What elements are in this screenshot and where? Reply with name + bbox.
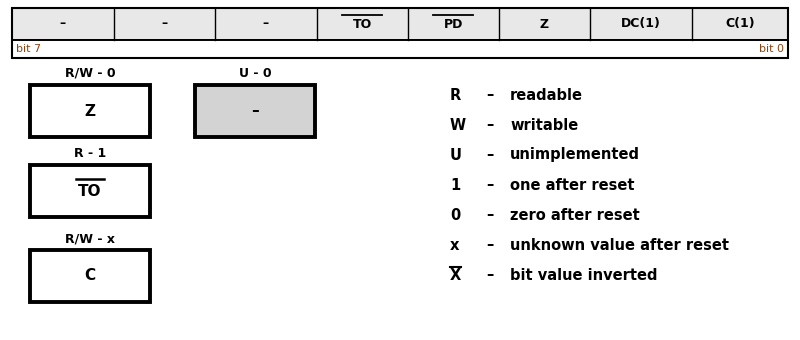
Text: –: – xyxy=(486,87,494,102)
Text: 0: 0 xyxy=(450,207,460,222)
Text: C(1): C(1) xyxy=(725,17,754,31)
Text: readable: readable xyxy=(510,87,583,102)
Text: R/W - 0: R/W - 0 xyxy=(65,67,115,80)
Bar xyxy=(30,85,150,137)
Text: –: – xyxy=(251,103,259,119)
Text: DC(1): DC(1) xyxy=(621,17,661,31)
Text: –: – xyxy=(262,17,269,31)
Text: bit value inverted: bit value inverted xyxy=(510,268,658,283)
Text: Z: Z xyxy=(540,17,549,31)
Text: TO: TO xyxy=(353,17,372,31)
Text: unimplemented: unimplemented xyxy=(510,148,640,163)
Text: U: U xyxy=(450,148,462,163)
Text: –: – xyxy=(486,207,494,222)
Text: one after reset: one after reset xyxy=(510,177,634,192)
Bar xyxy=(195,85,315,137)
Text: –: – xyxy=(162,17,167,31)
Text: W: W xyxy=(450,118,466,133)
Text: x: x xyxy=(450,238,459,253)
Text: writable: writable xyxy=(510,118,578,133)
Text: C: C xyxy=(85,269,95,284)
Text: TO: TO xyxy=(78,184,102,199)
Text: PD: PD xyxy=(444,17,463,31)
Text: U - 0: U - 0 xyxy=(238,67,271,80)
Text: zero after reset: zero after reset xyxy=(510,207,640,222)
Text: bit 0: bit 0 xyxy=(759,44,784,54)
Text: R: R xyxy=(450,87,462,102)
Bar xyxy=(12,8,788,40)
Bar xyxy=(12,8,788,58)
Text: unknown value after reset: unknown value after reset xyxy=(510,238,729,253)
Bar xyxy=(30,165,150,217)
Text: Z: Z xyxy=(85,103,95,119)
Text: bit 7: bit 7 xyxy=(16,44,41,54)
Text: X: X xyxy=(450,268,462,283)
Text: 1: 1 xyxy=(450,177,460,192)
Text: –: – xyxy=(486,177,494,192)
Text: –: – xyxy=(486,268,494,283)
Text: R - 1: R - 1 xyxy=(74,147,106,160)
Bar xyxy=(12,40,788,58)
Text: R/W - x: R/W - x xyxy=(65,232,115,245)
Bar xyxy=(30,250,150,302)
Text: –: – xyxy=(486,118,494,133)
Text: –: – xyxy=(486,238,494,253)
Text: –: – xyxy=(486,148,494,163)
Text: –: – xyxy=(60,17,66,31)
